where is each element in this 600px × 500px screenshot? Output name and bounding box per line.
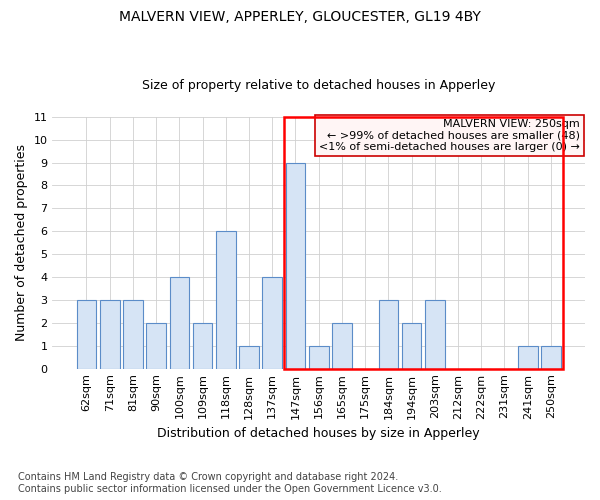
Bar bbox=[402, 323, 421, 368]
Title: Size of property relative to detached houses in Apperley: Size of property relative to detached ho… bbox=[142, 79, 496, 92]
Bar bbox=[123, 300, 143, 368]
Bar bbox=[239, 346, 259, 368]
Bar bbox=[286, 162, 305, 368]
Bar bbox=[193, 323, 212, 368]
X-axis label: Distribution of detached houses by size in Apperley: Distribution of detached houses by size … bbox=[157, 427, 480, 440]
Y-axis label: Number of detached properties: Number of detached properties bbox=[15, 144, 28, 341]
Bar bbox=[309, 346, 329, 368]
Bar bbox=[100, 300, 119, 368]
Bar bbox=[379, 300, 398, 368]
Bar bbox=[425, 300, 445, 368]
Text: Contains public sector information licensed under the Open Government Licence v3: Contains public sector information licen… bbox=[18, 484, 442, 494]
Bar bbox=[146, 323, 166, 368]
Bar bbox=[332, 323, 352, 368]
Bar bbox=[262, 277, 282, 368]
Bar bbox=[518, 346, 538, 368]
Text: Contains HM Land Registry data © Crown copyright and database right 2024.: Contains HM Land Registry data © Crown c… bbox=[18, 472, 398, 482]
Bar bbox=[216, 232, 236, 368]
Bar bbox=[541, 346, 561, 368]
Bar bbox=[77, 300, 97, 368]
Text: MALVERN VIEW, APPERLEY, GLOUCESTER, GL19 4BY: MALVERN VIEW, APPERLEY, GLOUCESTER, GL19… bbox=[119, 10, 481, 24]
Bar bbox=[170, 277, 189, 368]
Text: MALVERN VIEW: 250sqm
← >99% of detached houses are smaller (48)
<1% of semi-deta: MALVERN VIEW: 250sqm ← >99% of detached … bbox=[319, 120, 580, 152]
